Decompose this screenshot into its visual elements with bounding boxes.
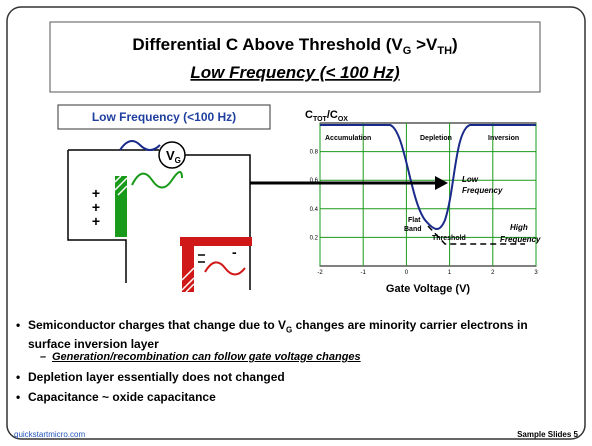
subtitle: Low Frequency (< 100 Hz) (190, 63, 400, 82)
title-part: >V (411, 35, 438, 54)
green-wave (131, 171, 183, 189)
annotation: Band (404, 226, 422, 233)
footer-left: quickstartmicro.com (14, 430, 85, 439)
green-bar (115, 176, 127, 237)
annotation: Frequency (500, 235, 541, 244)
x-axis-label: Gate Voltage (V) (386, 283, 470, 295)
region-label: Accumulation (325, 135, 371, 142)
title-sub: TH (437, 45, 452, 57)
plus: + (92, 199, 100, 215)
title-part: ) (452, 35, 458, 54)
annotation: Threshold (432, 235, 466, 242)
hatch (181, 267, 195, 293)
hatch (114, 175, 128, 196)
annotation: Flat (408, 217, 421, 224)
y-axis-label: CTOT/COX (305, 109, 348, 123)
lf-curve (320, 124, 536, 230)
x-tick-label: -2 (317, 270, 323, 276)
x-tick-label: 3 (534, 270, 538, 276)
sub-bullet: – Generation/recombination can follow gat… (40, 351, 361, 363)
bullet: • Depletion layer essentially does not ch… (16, 370, 285, 384)
bullet-sub: G (286, 325, 293, 335)
annotation: High (510, 223, 528, 232)
annotation: Frequency (462, 186, 503, 195)
x-tick-label: 2 (491, 270, 495, 276)
bullet-text: Capacitance ~ oxide capacitance (28, 390, 216, 404)
region-label: Depletion (420, 135, 452, 142)
gate-v: V (166, 148, 175, 163)
y-tick-label: 0.8 (310, 150, 319, 156)
minus: - (232, 244, 237, 260)
gate-label: VG (166, 148, 181, 165)
title: Differential C Above Threshold (VG >VTH) (132, 35, 457, 57)
ylabel-sub: TOT (313, 116, 328, 123)
x-tick-label: -1 (361, 270, 367, 276)
y-tick-label: 0.2 (310, 235, 319, 241)
y-tick-label: 0.6 (310, 178, 319, 184)
red-bar (180, 237, 252, 246)
slide-border (6, 6, 586, 440)
hf-curve (427, 225, 525, 245)
y-tick-label: 0.4 (310, 207, 319, 213)
arrow-head (435, 176, 448, 190)
bullet: • Semiconductor charges that change due t… (16, 318, 528, 352)
region-label: Inversion (488, 135, 519, 142)
charge-marks (198, 254, 205, 263)
bullet-text: Semiconductor charges that change due to… (28, 318, 287, 332)
label-box (57, 104, 271, 130)
title-box (49, 21, 541, 93)
x-tick-label: 0 (405, 270, 409, 276)
bullet-text: Depletion layer essentially does not cha… (28, 370, 285, 384)
ylabel-part: C (305, 109, 313, 121)
plus: + (92, 185, 100, 201)
gate-source (158, 141, 186, 169)
annotation: Low (462, 175, 479, 184)
ylabel-part: /C (327, 109, 338, 121)
sub-bullet-text: Generation/recombination can follow gate… (52, 351, 361, 363)
x-tick-label: 1 (448, 270, 452, 276)
bullet: • Capacitance ~ oxide capacitance (16, 390, 216, 404)
box-label: Low Frequency (<100 Hz) (92, 110, 236, 124)
title-sub: G (403, 45, 412, 57)
red-wave (204, 261, 246, 276)
title-part: Differential C Above Threshold (V (132, 35, 403, 54)
bullet-text: changes are minority carrier electrons i… (28, 318, 528, 352)
footer-right: Sample Slides 5 (517, 430, 578, 439)
blue-wave (119, 140, 161, 151)
plus: + (92, 213, 100, 229)
gate-sub: G (175, 156, 181, 165)
grid: -2 -1 0 1 2 3 0.2 0.4 0.6 0.8 (310, 123, 538, 276)
ylabel-sub: OX (338, 116, 348, 123)
